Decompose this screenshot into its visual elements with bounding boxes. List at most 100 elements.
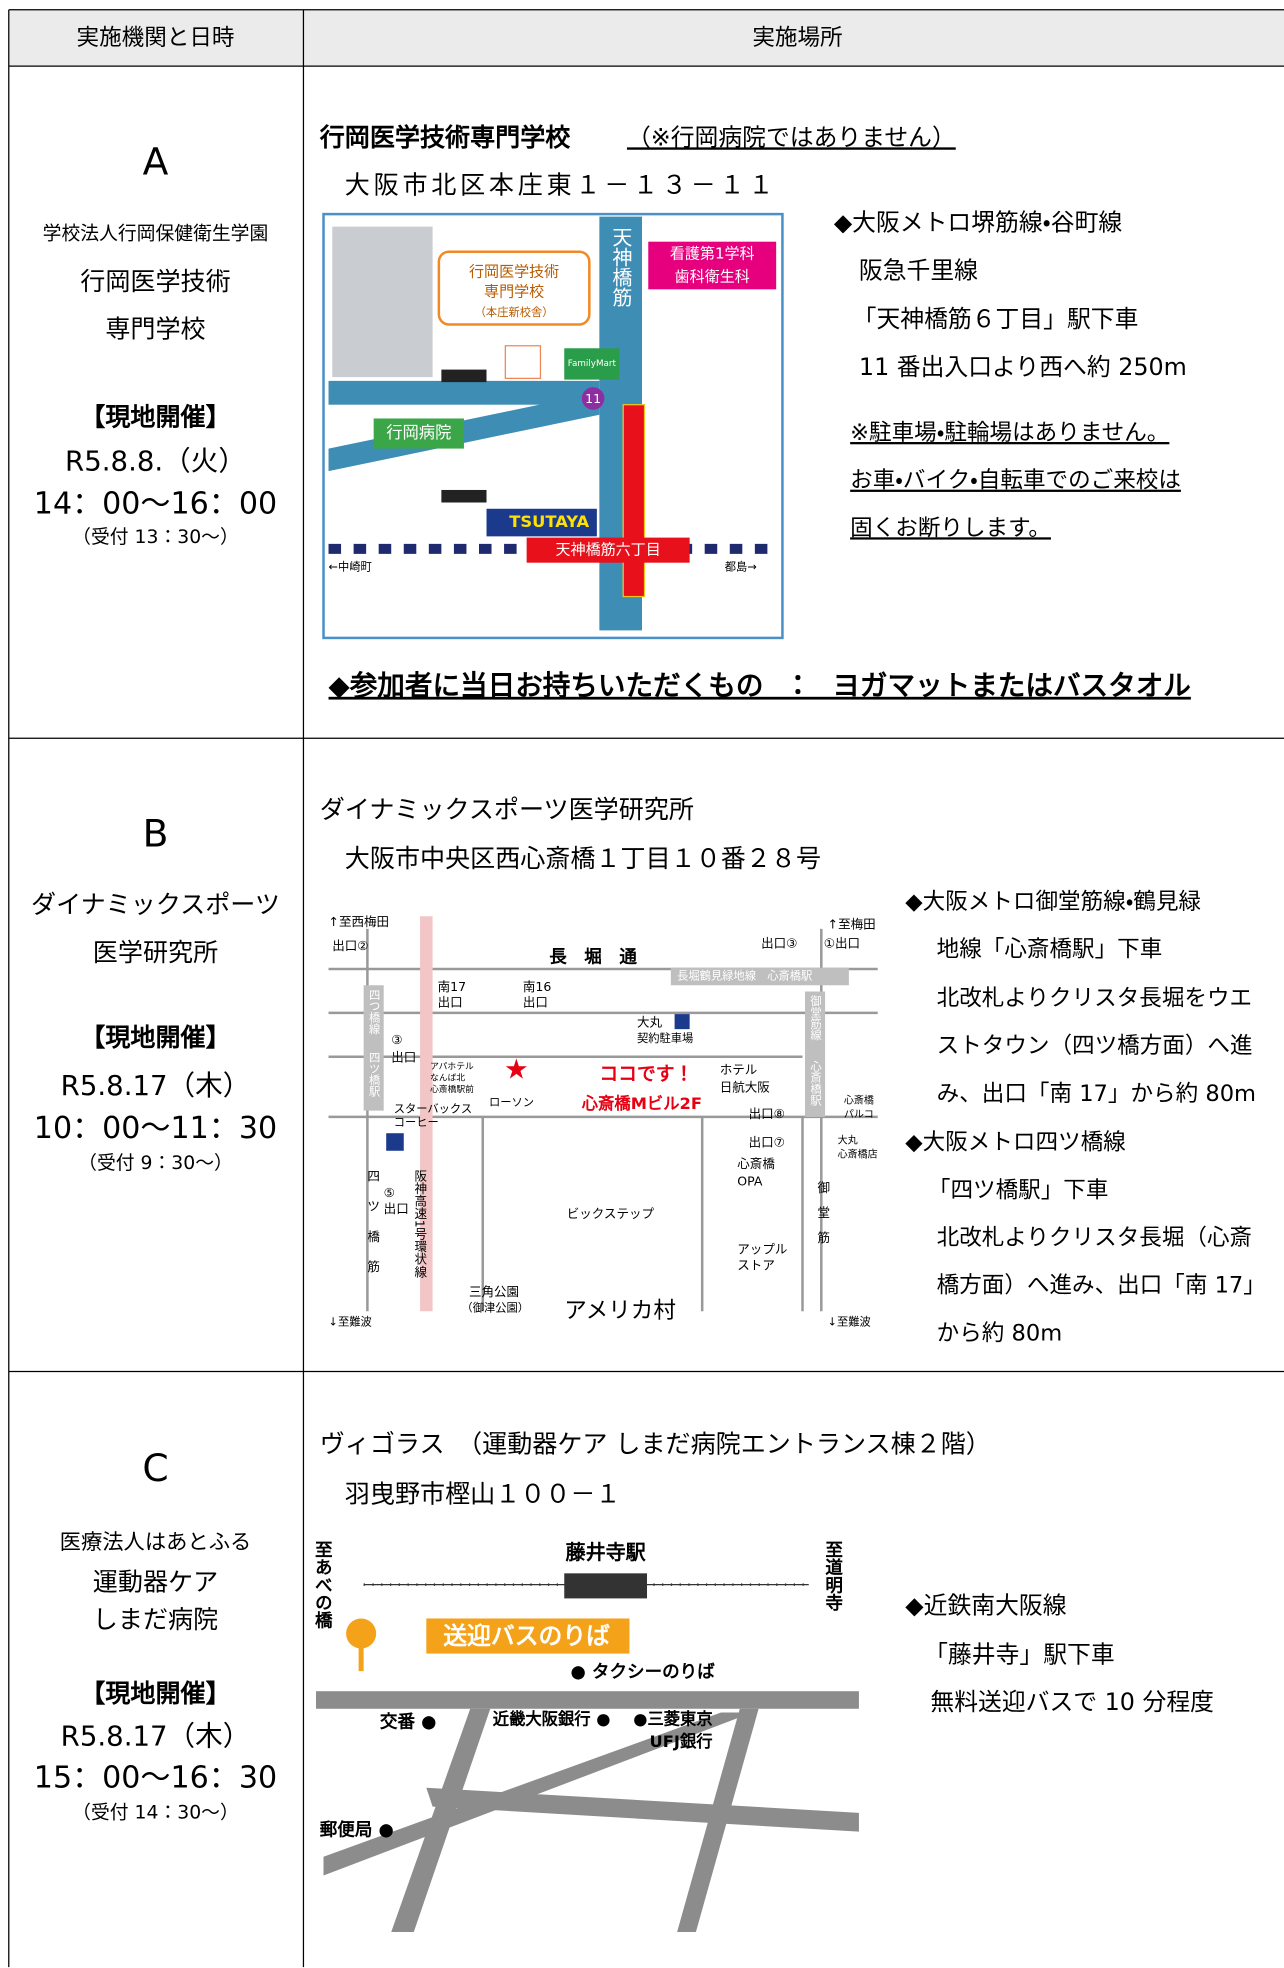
map-c: 藤井寺駅 至あべの橋 至道明寺 送迎バスのりば ● タクシーのりば 交番 ● 近… xyxy=(312,1540,859,1932)
label-bg xyxy=(805,991,826,1117)
org: 医学研究所 xyxy=(93,938,218,967)
map-label: 日航大阪 xyxy=(720,1080,771,1095)
map-label: 心斎橋Mビル2F xyxy=(581,1094,702,1113)
map-label: 契約駐車場 xyxy=(637,1031,693,1045)
map-label: 堂 xyxy=(818,1205,831,1220)
map-label: ホテル xyxy=(720,1062,758,1077)
map-label: 送迎バスのりば xyxy=(443,1622,610,1650)
access: 「天神橋筋６丁目」駅下車 xyxy=(853,305,1139,333)
map-label: ●三菱東京 xyxy=(633,1710,712,1729)
access: 阪急千里線 xyxy=(859,256,978,284)
map-label: スターバックス xyxy=(394,1102,472,1115)
map-label: 出口③ xyxy=(761,935,797,950)
map-label: 長 堀 通 xyxy=(549,948,637,968)
venue: 行岡医学技術専門学校 xyxy=(319,123,572,152)
table-grid xyxy=(8,9,1284,1968)
bus-stop xyxy=(358,1633,364,1672)
parking-icon xyxy=(674,1014,690,1030)
header-bg xyxy=(8,9,1284,67)
map-label: 交番 ● xyxy=(380,1713,437,1733)
building xyxy=(332,226,433,378)
map-label: （本庄新校舎） xyxy=(475,305,554,319)
venue: ダイナミックスポーツ医学研究所 xyxy=(320,795,694,824)
map-label: 出口 xyxy=(523,994,548,1009)
map-label: TSUTAYA xyxy=(509,512,589,531)
date: R5.8.17（木） xyxy=(61,1069,251,1102)
map-label: パルコ xyxy=(844,1108,874,1120)
org: 学校法人行岡保健衛生学園 xyxy=(43,223,269,245)
map-label: 大丸 xyxy=(637,1014,663,1029)
venue: ヴィゴラス （運動器ケア しまだ病院エントランス棟２階） xyxy=(320,1429,991,1458)
star-icon: ★ xyxy=(504,1053,529,1086)
map-label: 出口 xyxy=(391,1049,416,1064)
map-label: ①出口 xyxy=(824,935,860,950)
map-label: 天神橋筋 xyxy=(609,227,633,307)
org: 運動器ケア xyxy=(93,1567,218,1596)
date: R5.8.17（木） xyxy=(61,1720,251,1753)
address: 羽曳野市樫山１００－１ xyxy=(345,1480,621,1509)
header-cell: 実施場所 xyxy=(752,25,842,51)
map-label: 天神橋筋六丁目 xyxy=(556,541,661,559)
map-label: 都島→ xyxy=(725,560,757,574)
note: お車・バイク・自転車でのご来校は xyxy=(850,468,1181,494)
map-label: 心斎橋 xyxy=(844,1094,874,1107)
org: しまだ病院 xyxy=(93,1605,218,1634)
map-label: コーヒー xyxy=(394,1116,439,1129)
label-bg xyxy=(670,967,849,986)
road xyxy=(426,1787,859,1832)
map-label: FamilyMart xyxy=(568,359,617,369)
access: み、出口「南 17」から約 80m xyxy=(937,1081,1256,1107)
access: 無料送迎バスで 10 分程度 xyxy=(930,1688,1214,1716)
map-label: ビックステップ xyxy=(567,1206,655,1221)
map-label: 御堂筋線 xyxy=(809,994,822,1040)
access: 11 番出入口より西へ約 250m xyxy=(859,353,1187,381)
map-label: 出口 xyxy=(384,1201,409,1216)
map-label: 四つ橋線 xyxy=(368,989,381,1034)
map-label: 四ツ橋駅 xyxy=(368,1052,381,1098)
station xyxy=(564,1573,648,1599)
map-label: OPA xyxy=(737,1174,763,1189)
address: 大阪市北区本庄東１－１３－１１ xyxy=(345,171,777,200)
org: ダイナミックスポーツ xyxy=(31,890,280,919)
map-label: ローソン xyxy=(489,1096,534,1109)
map-label: ● タクシーのりば xyxy=(571,1662,716,1682)
map-label: 南16 xyxy=(523,979,551,994)
map-label: なんば北 xyxy=(430,1073,465,1084)
map-label: 行岡病院 xyxy=(386,423,451,442)
map-label: 阪神高速1号環状線 xyxy=(412,1170,427,1279)
map-label: 歯科衛生科 xyxy=(675,267,750,285)
map-label: 大丸 xyxy=(838,1134,858,1147)
map-label: アメリカ村 xyxy=(564,1298,676,1324)
map-label: 筋 xyxy=(818,1230,831,1245)
map-label: 出口⑧ xyxy=(749,1106,785,1121)
store-icon xyxy=(564,348,620,380)
access: 橋方面）へ進み、出口「南 17」 xyxy=(937,1273,1266,1299)
map-label: 藤井寺駅 xyxy=(566,1540,647,1564)
access: ◆大阪メトロ御堂筋線・鶴見緑 xyxy=(905,889,1201,915)
map-label: 心斎橋 xyxy=(737,1156,775,1171)
map-label: アパホテル xyxy=(430,1061,474,1072)
map-label: ココです！ xyxy=(599,1063,693,1085)
reception: （受付 14：30～） xyxy=(72,1801,239,1823)
date: R5.8.8.（火） xyxy=(65,444,246,477)
access: ◆近鉄南大阪線 xyxy=(905,1592,1066,1620)
map-label: 至道明寺 xyxy=(823,1541,843,1612)
access: ◆大阪メトロ堺筋線・谷町線 xyxy=(834,209,1123,237)
access: から約 80m xyxy=(937,1320,1063,1346)
reception: （受付 13：30～） xyxy=(72,526,239,548)
note: ※駐車場・駐輪場はありません。 xyxy=(850,420,1169,446)
callout xyxy=(437,250,591,326)
row-label: A xyxy=(143,139,169,183)
map-label: （御津公園） xyxy=(461,1301,529,1315)
row-label: C xyxy=(142,1446,168,1490)
access: 「藤井寺」駅下車 xyxy=(924,1641,1115,1669)
map-label: 橋 xyxy=(367,1229,380,1244)
map-label: ストア xyxy=(737,1258,775,1273)
reception: （受付 9：30～） xyxy=(78,1152,233,1174)
mode: 【現地開催】 xyxy=(80,1679,230,1708)
map-label: 専門学校 xyxy=(484,282,544,300)
map-label: 行岡医学技術 xyxy=(469,262,559,280)
header-cell: 実施機関と日時 xyxy=(77,25,235,51)
access: ストタウン（四ツ橋方面）へ進 xyxy=(937,1033,1253,1059)
